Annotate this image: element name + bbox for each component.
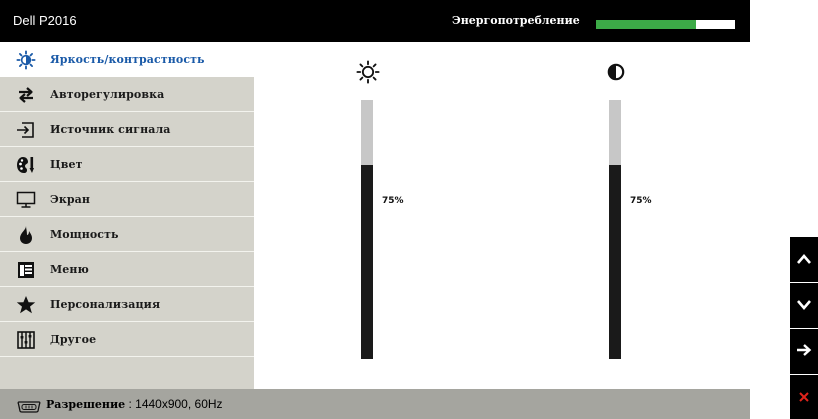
enter-button[interactable] xyxy=(790,329,818,374)
sidebar-item-power[interactable]: Мощность xyxy=(0,217,254,252)
contrast-control: 75% xyxy=(604,42,684,389)
input-source-icon xyxy=(16,120,36,140)
osd-content-panel: 75% 75% xyxy=(254,42,750,389)
resolution-label: Разрешение xyxy=(46,398,126,411)
other-icon xyxy=(16,330,36,350)
arrow-right-icon xyxy=(796,342,812,361)
power-consumption-fill xyxy=(596,20,697,29)
sidebar-item-label: Авторегулировка xyxy=(50,88,165,101)
osd-header: Dell P2016 Энергопотребление xyxy=(0,0,750,42)
menu-icon xyxy=(16,260,36,280)
sidebar-item-label: Источник сигнала xyxy=(50,123,171,136)
sidebar-item-brightness-contrast[interactable]: Яркость/контрастность xyxy=(0,42,254,77)
sidebar-item-other[interactable]: Другое xyxy=(0,322,254,357)
osd-sidebar: Яркость/контрастность Авторегулировка Ис… xyxy=(0,42,254,389)
brightness-icon xyxy=(16,50,36,70)
sidebar-item-color[interactable]: Цвет xyxy=(0,147,254,182)
color-icon xyxy=(16,155,36,175)
star-icon xyxy=(16,295,36,315)
down-button[interactable] xyxy=(790,283,818,328)
sidebar-item-personalize[interactable]: Персонализация xyxy=(0,287,254,322)
brightness-slider-fill xyxy=(361,164,373,359)
close-icon xyxy=(798,388,810,407)
osd-footer: Разрешение : 1440x900, 60Hz xyxy=(0,389,750,419)
sidebar-item-label: Персонализация xyxy=(50,298,161,311)
chevron-up-icon xyxy=(796,250,812,269)
brightness-value: 75% xyxy=(382,195,404,206)
sidebar-item-display[interactable]: Экран xyxy=(0,182,254,217)
sidebar-item-menu[interactable]: Меню xyxy=(0,252,254,287)
monitor-nav-buttons xyxy=(790,237,818,419)
sidebar-item-label: Мощность xyxy=(50,228,119,241)
resolution-value: : 1440x900, 60Hz xyxy=(125,397,223,411)
monitor-model-title: Dell P2016 xyxy=(13,13,77,28)
chevron-down-icon xyxy=(796,296,812,315)
sidebar-item-input-source[interactable]: Источник сигнала xyxy=(0,112,254,147)
sidebar-item-auto-adjust[interactable]: Авторегулировка xyxy=(0,77,254,112)
contrast-icon xyxy=(604,60,628,84)
sun-icon xyxy=(356,60,380,84)
sidebar-item-label: Экран xyxy=(50,193,91,206)
sidebar-item-label: Меню xyxy=(50,263,89,276)
power-icon xyxy=(16,225,36,245)
up-button[interactable] xyxy=(790,237,818,282)
auto-adjust-icon xyxy=(16,85,36,105)
brightness-slider[interactable] xyxy=(361,100,373,359)
resolution-info: Разрешение : 1440x900, 60Hz xyxy=(46,389,223,419)
contrast-slider-fill xyxy=(609,164,621,359)
display-icon xyxy=(16,190,36,210)
brightness-control: 75% xyxy=(356,42,436,389)
contrast-slider[interactable] xyxy=(609,100,621,359)
sidebar-item-label: Яркость/контрастность xyxy=(50,53,205,66)
resolution-icon xyxy=(17,398,41,417)
contrast-value: 75% xyxy=(630,195,652,206)
power-consumption-bar xyxy=(596,20,735,29)
power-consumption-label: Энергопотребление xyxy=(452,14,580,27)
exit-button[interactable] xyxy=(790,375,818,419)
monitor-osd-menu: Dell P2016 Энергопотребление Ярко xyxy=(0,0,750,419)
sidebar-item-label: Цвет xyxy=(50,158,83,171)
sidebar-item-label: Другое xyxy=(50,333,97,346)
